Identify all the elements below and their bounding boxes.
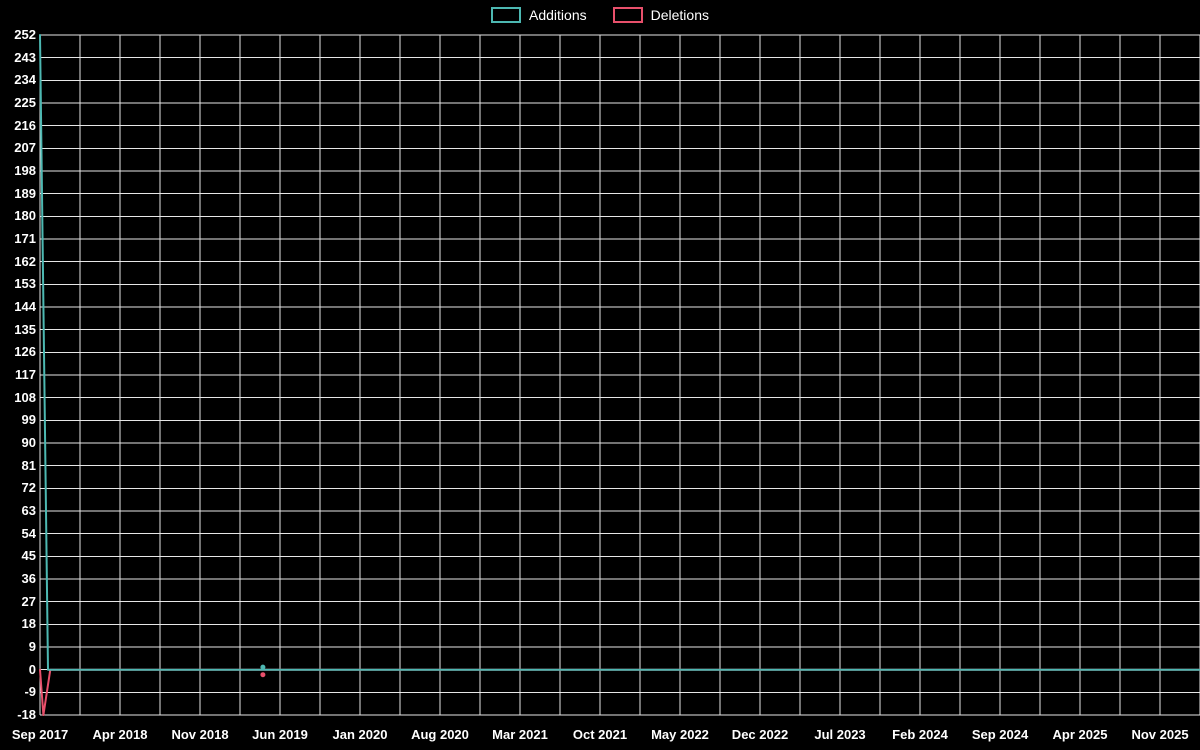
x-tick-label: Apr 2018 bbox=[92, 727, 148, 742]
y-tick-label: 252 bbox=[14, 27, 36, 42]
y-tick-label: 171 bbox=[14, 231, 36, 246]
x-tick-label: Jul 2023 bbox=[814, 727, 866, 742]
additions-swatch-icon bbox=[491, 7, 522, 23]
y-tick-label: 108 bbox=[14, 389, 36, 405]
y-tick-label: 243 bbox=[14, 49, 36, 65]
x-tick-label: Sep 2017 bbox=[11, 727, 69, 742]
gridlines bbox=[39, 34, 1200, 716]
x-tick-label: Jun 2019 bbox=[252, 727, 308, 742]
x-tick-label: Dec 2022 bbox=[731, 727, 789, 742]
y-tick-label: 144 bbox=[14, 299, 36, 314]
y-tick-label: 198 bbox=[14, 163, 36, 178]
y-tick-label: 45 bbox=[21, 548, 36, 564]
y-tick-label: 117 bbox=[15, 367, 36, 382]
additions-marker bbox=[260, 664, 266, 670]
y-tick-label: 9 bbox=[28, 639, 36, 654]
y-tick-label: 81 bbox=[21, 457, 36, 473]
y-tick-label: 180 bbox=[14, 208, 36, 224]
y-tick-label: 90 bbox=[21, 435, 36, 450]
y-tick-label: 63 bbox=[21, 503, 36, 518]
legend-label-additions: Additions bbox=[529, 7, 587, 23]
y-tick-label: 216 bbox=[14, 117, 36, 133]
y-tick-label: 225 bbox=[14, 95, 36, 110]
y-tick-label: 99 bbox=[21, 412, 36, 428]
y-tick-label: 0 bbox=[28, 661, 36, 677]
legend-item-additions[interactable]: Additions bbox=[491, 7, 587, 23]
y-tick-label: -18 bbox=[17, 707, 36, 722]
y-tick-label: 54 bbox=[21, 525, 36, 541]
y-tick-label: 72 bbox=[21, 480, 36, 496]
y-tick-label: 36 bbox=[21, 571, 36, 586]
x-tick-label: May 2022 bbox=[651, 727, 709, 742]
y-tick-label: 207 bbox=[14, 140, 36, 156]
x-tick-label: Oct 2021 bbox=[572, 727, 628, 742]
y-tick-label: 126 bbox=[14, 344, 36, 360]
y-tick-label: 135 bbox=[14, 321, 36, 337]
deletions-swatch-icon bbox=[612, 7, 643, 23]
x-tick-label: Apr 2025 bbox=[1052, 727, 1108, 742]
legend-item-deletions[interactable]: Deletions bbox=[612, 7, 709, 23]
x-tick-label: Jan 2020 bbox=[332, 727, 388, 742]
x-tick-label: Feb 2024 bbox=[892, 727, 948, 742]
x-tick-label: Aug 2020 bbox=[411, 727, 469, 742]
y-tick-label: 189 bbox=[14, 185, 36, 201]
y-tick-label: 162 bbox=[14, 253, 36, 269]
chart-legend: Additions Deletions bbox=[0, 7, 1200, 23]
x-tick-label: Sep 2024 bbox=[971, 727, 1029, 742]
x-tick-label: Mar 2021 bbox=[492, 727, 548, 742]
x-tick-label: Nov 2025 bbox=[1131, 727, 1189, 742]
y-tick-label: 27 bbox=[21, 593, 36, 609]
deletions-marker bbox=[260, 672, 266, 678]
y-tick-label: 234 bbox=[14, 72, 36, 88]
x-tick-label: Nov 2018 bbox=[171, 727, 229, 742]
additions-line bbox=[39, 34, 1200, 671]
y-tick-label: -9 bbox=[24, 684, 36, 700]
y-tick-label: 18 bbox=[21, 616, 36, 632]
legend-label-deletions: Deletions bbox=[650, 7, 709, 23]
y-tick-label: 153 bbox=[14, 276, 36, 292]
